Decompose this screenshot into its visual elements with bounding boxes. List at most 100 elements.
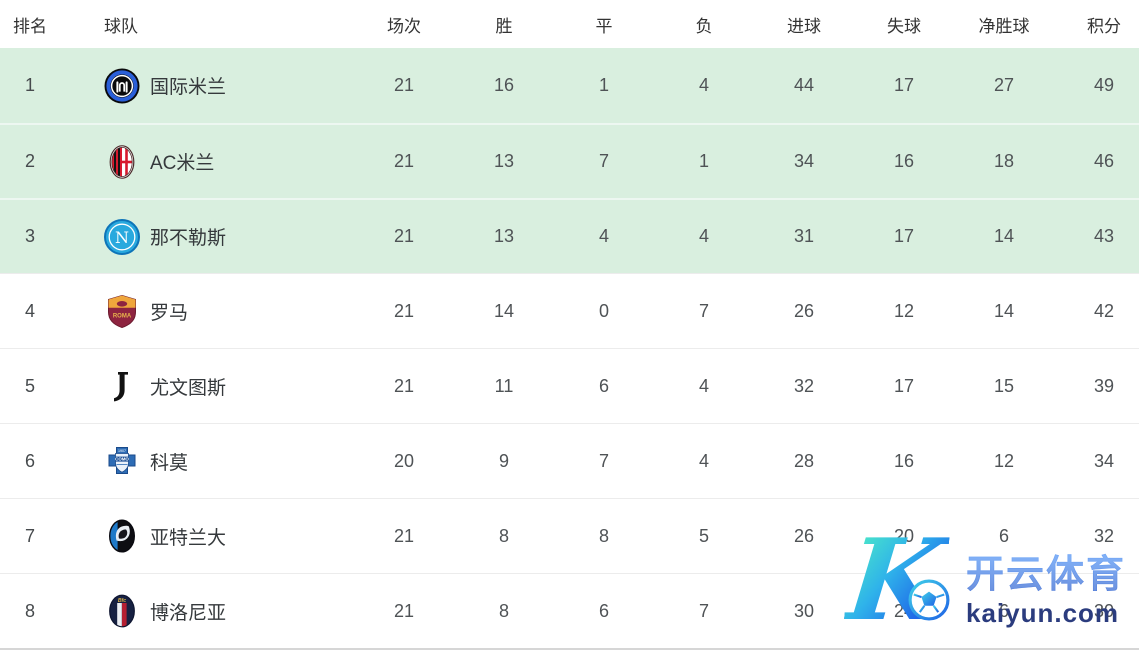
loss-cell: 1 [698,151,709,171]
table-row[interactable]: 5 尤文图斯 21 11 6 4 32 17 15 39 [0,348,1139,423]
team-cell: 国际米兰 [60,68,354,104]
played-cell: 21 [393,600,415,621]
goal-diff-cell: 18 [993,151,1015,171]
win-cell: 14 [493,300,515,321]
points-cell: 30 [1093,600,1115,621]
team-cell: 尤文图斯 [60,368,354,404]
svg-text:Bfc: Bfc [118,598,126,604]
win-cell: 13 [493,151,515,171]
draw-cell: 1 [598,75,609,95]
goal-diff-cell: 14 [993,300,1015,321]
kaiyun-watermark[interactable]: K 开云体育 kaiyun.com [841,515,1139,653]
loss-cell: 4 [698,450,709,471]
points-cell: 49 [1093,75,1115,95]
team-cell: AC米兰 [60,144,354,180]
draw-cell: 0 [598,300,609,321]
points-cell: 32 [1093,525,1115,546]
points-cell: 46 [1093,151,1115,171]
ac-milan-logo [104,144,140,180]
header-draw: 平 [595,16,613,36]
goals-for-cell: 26 [793,300,815,321]
juventus-logo [104,368,140,404]
goal-diff-cell: 6 [998,600,1009,621]
header-goals-against: 失球 [887,16,921,36]
team-cell: Bfc 博洛尼亚 [60,593,354,629]
team-name[interactable]: 科莫 [150,452,189,474]
played-cell: 21 [393,75,415,95]
watermark-text: 开云体育 kaiyun.com [966,553,1139,627]
rank-cell: 4 [24,300,35,321]
bologna-logo: Bfc [104,593,140,629]
como-logo: 1907 COMO [104,443,140,479]
svg-text:1907: 1907 [118,449,126,453]
loss-cell: 7 [698,600,709,621]
rank-cell: 5 [24,375,35,396]
svg-text:N: N [115,228,129,247]
goal-diff-cell: 12 [993,450,1015,471]
napoli-logo: N [104,218,140,255]
goal-diff-cell: 27 [993,75,1015,95]
team-cell: 1907 COMO 科莫 [60,443,354,479]
points-cell: 42 [1093,300,1115,321]
goals-against-cell: 17 [893,75,915,95]
team-name[interactable]: 博洛尼亚 [150,602,227,624]
win-cell: 8 [498,600,509,621]
header-points: 积分 [1087,16,1121,36]
svg-text:COMO: COMO [115,457,129,462]
played-cell: 21 [393,525,415,546]
played-cell: 21 [393,375,415,396]
roma-logo: ROMA [104,293,140,329]
goals-for-cell: 26 [793,525,815,546]
goal-diff-cell: 6 [998,525,1009,546]
table-row[interactable]: 6 1907 COMO 科莫 20 9 7 4 28 16 12 34 [0,423,1139,498]
points-cell: 39 [1093,375,1115,396]
loss-cell: 7 [698,300,709,321]
draw-cell: 4 [598,226,609,246]
table-row[interactable]: 7 亚特兰大 21 8 8 5 26 20 6 32 [0,498,1139,573]
football-icon [908,579,950,621]
atalanta-logo [104,518,140,554]
rank-cell: 6 [24,450,35,471]
team-name[interactable]: 尤文图斯 [150,377,227,399]
table-row[interactable]: 4 ROMA 罗马 21 14 0 7 26 12 14 42 [0,273,1139,348]
table-row[interactable]: 1 国际米兰 21 16 1 4 44 17 27 49 [0,48,1139,123]
team-name[interactable]: 罗马 [150,302,189,324]
goals-against-cell: 17 [893,226,915,246]
table-row[interactable]: 2 AC米兰 21 13 7 1 34 16 18 46 [0,123,1139,198]
team-name[interactable]: 国际米兰 [150,77,227,98]
draw-cell: 7 [598,450,609,471]
table-row[interactable]: 8 Bfc 博洛尼亚 21 8 6 7 30 24 6 30 [0,573,1139,648]
team-name[interactable]: 那不勒斯 [150,228,227,249]
rank-cell: 3 [24,226,35,246]
goals-against-cell: 16 [893,151,915,171]
goals-against-cell: 24 [854,601,954,622]
loss-cell: 4 [698,226,709,246]
played-cell: 21 [393,226,415,246]
draw-cell: 6 [598,375,609,396]
goals-for-cell: 34 [793,151,815,171]
team-cell: ROMA 罗马 [60,293,354,329]
rank-cell: 2 [24,151,35,171]
goals-for-cell: 44 [793,75,815,95]
team-cell: N 那不勒斯 [60,218,354,255]
goals-for-cell: 28 [793,450,815,471]
goals-against-cell: 20 [854,526,954,547]
header-win: 胜 [495,16,513,36]
svg-text:ROMA: ROMA [113,314,132,320]
header-goal-diff: 净胜球 [978,16,1030,36]
goal-diff-cell: 14 [993,226,1015,246]
team-name[interactable]: AC米兰 [150,153,215,174]
header-rank: 排名 [13,16,47,36]
goals-for-cell: 30 [793,600,815,621]
win-cell: 13 [493,226,515,246]
table-row[interactable]: 3 N 那不勒斯 21 13 4 4 31 17 14 43 [0,198,1139,273]
goals-against-cell: 17 [893,375,915,396]
win-cell: 11 [494,375,514,396]
draw-cell: 8 [598,525,609,546]
team-name[interactable]: 亚特兰大 [150,527,227,549]
loss-cell: 5 [698,525,709,546]
header-played: 场次 [387,16,421,36]
loss-cell: 4 [698,75,709,95]
table-header: 排名 球队 场次 胜 平 负 进球 失球 净胜球 积分 [0,0,1139,48]
